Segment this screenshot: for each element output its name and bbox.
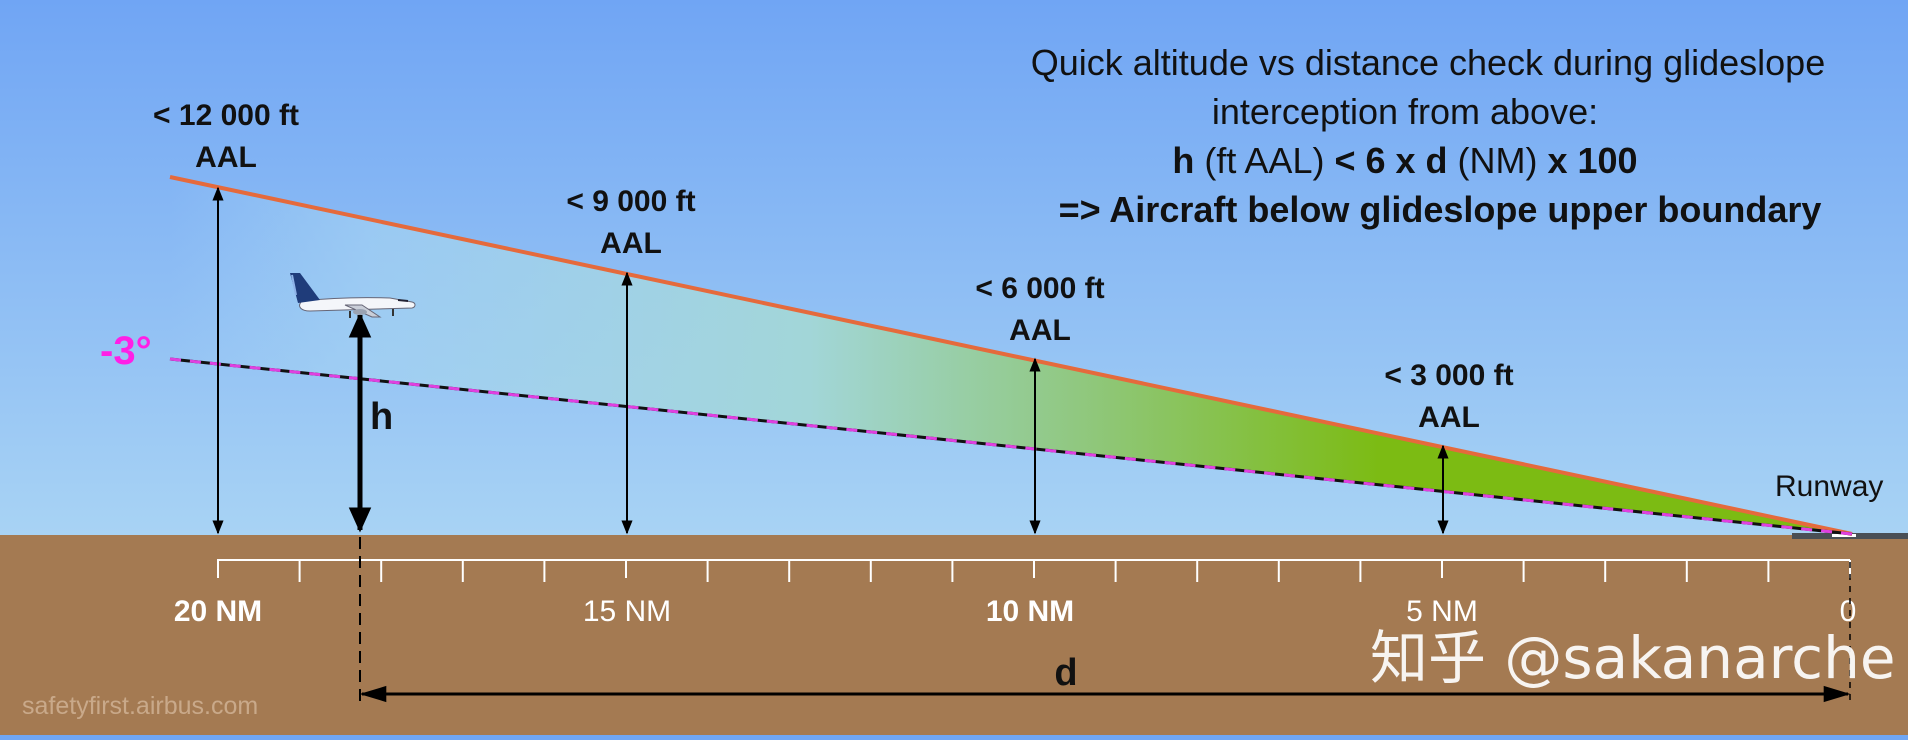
tick-label-20nm: 20 NM	[174, 595, 262, 628]
upper-boundary-line	[169, 175, 1853, 536]
alt-label-6000: < 6 000 ft	[975, 272, 1104, 305]
alt-label-12000: < 12 000 ft	[153, 99, 299, 132]
tick-label-10nm: 10 NM	[986, 595, 1074, 628]
watermark: 知乎 @sakanarche	[1370, 624, 1896, 692]
alt-label-3000: < 3 000 ft	[1384, 359, 1513, 392]
d-label: d	[1054, 652, 1077, 694]
h-label: h	[370, 396, 393, 438]
formula-tail: x 100	[1547, 140, 1637, 181]
title-line-3: h (ft AAL) < 6 x d (NM) x 100	[1172, 140, 1637, 181]
alt-ref-12000: AAL	[195, 141, 257, 174]
tick-label-0: 0	[1840, 595, 1857, 628]
alt-ref-3000: AAL	[1418, 401, 1480, 434]
scale-ticks	[217, 560, 1851, 582]
formula-unit: (ft AAL)	[1194, 140, 1334, 181]
tick-label-15nm: 15 NM	[583, 595, 671, 628]
title-line-1: Quick altitude vs distance check during …	[1031, 42, 1825, 83]
title-line-2: interception from above:	[1212, 91, 1598, 132]
title-line-4: => Aircraft below glideslope upper bound…	[1059, 189, 1822, 230]
aircraft-icon	[290, 273, 416, 318]
formula-op: < 6 x d	[1334, 140, 1447, 181]
formula-unit2: (NM)	[1448, 140, 1548, 181]
alt-ref-9000: AAL	[600, 227, 662, 260]
glideslope-angle-label: -3°	[100, 329, 152, 373]
alt-ref-6000: AAL	[1009, 314, 1071, 347]
alt-label-9000: < 9 000 ft	[566, 185, 695, 218]
glideslope-line-dash	[169, 357, 1853, 536]
formula-h: h	[1172, 140, 1194, 181]
runway-label: Runway	[1775, 470, 1883, 503]
tick-label-5nm: 5 NM	[1406, 595, 1478, 628]
runway-marking	[1832, 534, 1856, 537]
source-label: safetyfirst.airbus.com	[22, 692, 258, 720]
